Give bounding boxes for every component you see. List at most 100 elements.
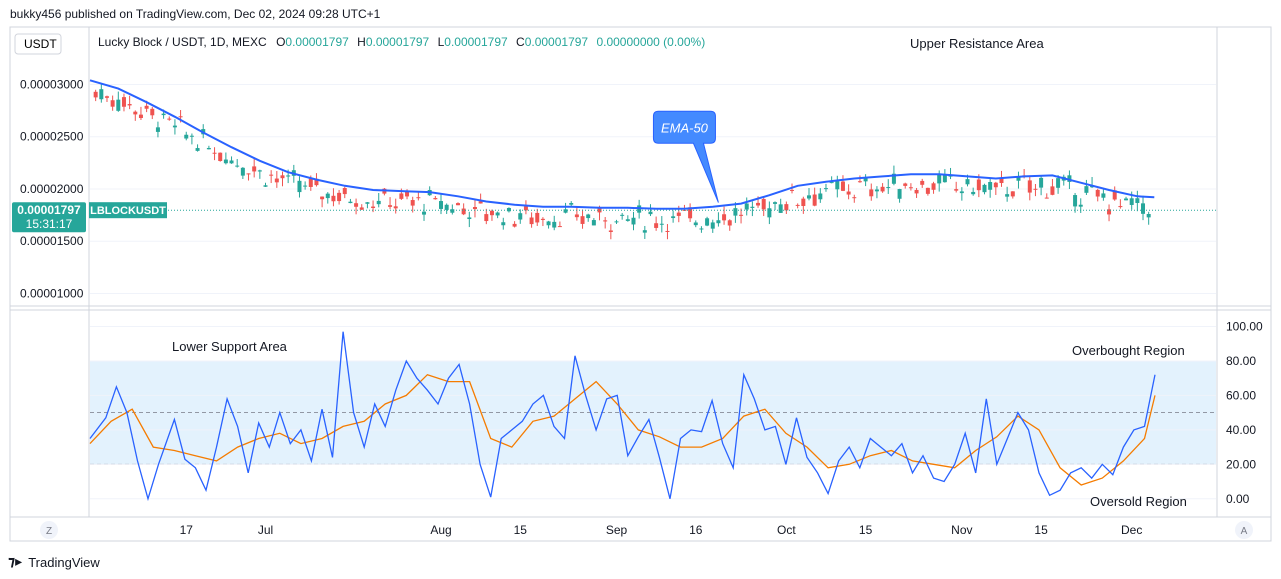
time-axis-label: Sep xyxy=(606,523,628,537)
candle-body xyxy=(189,135,194,137)
timezone-button[interactable] xyxy=(40,521,58,539)
high-label: H xyxy=(357,35,366,49)
candle-body xyxy=(897,189,902,199)
candle-body xyxy=(354,203,359,207)
candle-body xyxy=(631,217,636,225)
candle-body xyxy=(608,230,613,232)
symbol-title: Lucky Block / USDT, 1D, MEXC xyxy=(98,35,267,49)
candle-body xyxy=(829,182,834,184)
candle-body xyxy=(1141,203,1146,214)
candle-body xyxy=(229,160,234,164)
candle-body xyxy=(840,181,845,191)
candle-body xyxy=(416,197,421,199)
candle-body xyxy=(1095,189,1100,197)
time-axis xyxy=(9,516,1272,542)
candle-body xyxy=(518,213,523,220)
candle-body xyxy=(99,89,104,100)
candle-body xyxy=(433,198,438,200)
ema-50-line xyxy=(89,79,1155,210)
auto-scale-button[interactable] xyxy=(1235,521,1253,539)
candle-body xyxy=(869,189,874,197)
candle-body xyxy=(1146,213,1151,218)
candle-body xyxy=(942,174,947,183)
candle-body xyxy=(806,195,811,199)
close-label: C xyxy=(516,35,525,49)
time-axis-label: 17 xyxy=(180,523,194,537)
candle-body xyxy=(988,182,993,190)
candle-body xyxy=(710,222,715,229)
rsi-line xyxy=(89,331,1156,502)
candle-body xyxy=(1107,209,1112,215)
candle-body xyxy=(891,173,896,184)
candle-body xyxy=(591,220,596,226)
candle-body xyxy=(218,152,223,162)
candle-body xyxy=(1033,188,1038,190)
candle-body xyxy=(699,228,704,230)
candle-body xyxy=(104,96,109,98)
chart-legend: Lucky Block / USDT, 1D, MEXC O0.00001797… xyxy=(98,35,705,49)
candle-body xyxy=(308,178,313,187)
candle-body xyxy=(178,116,183,118)
candle-body xyxy=(1135,198,1140,203)
candle-body xyxy=(410,200,415,206)
candle-body xyxy=(586,214,591,219)
candle-body xyxy=(574,214,579,218)
candle-body xyxy=(325,193,330,199)
candle-body xyxy=(795,204,800,206)
candle-body xyxy=(580,216,585,224)
candle-body xyxy=(320,196,325,200)
candle-body xyxy=(489,210,494,216)
rsi-axis-label: 60.00 xyxy=(1226,388,1256,402)
candle-body xyxy=(557,226,562,228)
candle-body xyxy=(184,134,189,139)
open-value: 0.00001797 xyxy=(285,35,349,49)
candle-body xyxy=(852,197,857,199)
bar-countdown: 15:31:17 xyxy=(26,217,73,231)
candle-body xyxy=(512,223,517,227)
candles-group xyxy=(93,84,1151,240)
candle-body xyxy=(761,199,766,210)
footer: ⁊▸ TradingView xyxy=(8,552,100,572)
candle-body xyxy=(1044,197,1049,199)
ema-callout-label: EMA-50 xyxy=(661,120,709,135)
candle-body xyxy=(144,105,149,109)
candle-body xyxy=(654,223,659,228)
publisher-bar: bukky456 published on TradingView.com, D… xyxy=(0,0,1281,26)
close-value: 0.00001797 xyxy=(525,35,589,49)
candle-body xyxy=(478,201,483,204)
rsi-axis-label: 0.00 xyxy=(1226,492,1250,506)
candle-body xyxy=(908,187,913,189)
currency-button[interactable] xyxy=(14,33,62,55)
candle-body xyxy=(886,187,891,189)
candle-body xyxy=(965,179,970,185)
time-axis-label: 15 xyxy=(1034,523,1048,537)
candle-body xyxy=(376,200,381,205)
candle-body xyxy=(552,221,557,228)
candle-body xyxy=(688,207,693,219)
last-price-value: 0.00001797 xyxy=(17,203,81,217)
rsi-axis-label: 80.00 xyxy=(1226,354,1256,368)
time-axis-labels: 17 Jul Aug 15 Sep 16 Oct 15 Nov 15 Dec xyxy=(180,523,1143,537)
oversold-label: Oversold Region xyxy=(1090,494,1187,509)
candle-body xyxy=(529,217,534,225)
candle-body xyxy=(121,97,126,107)
candle-body xyxy=(880,186,885,192)
rsi-axis-label: 40.00 xyxy=(1226,423,1256,437)
candle-body xyxy=(1112,190,1117,200)
price-axis-label: 0.00001000 xyxy=(20,287,84,301)
candle-body xyxy=(1084,186,1089,193)
candle-body xyxy=(835,181,840,190)
candle-body xyxy=(823,188,828,190)
candle-body xyxy=(676,212,681,216)
candle-body xyxy=(1129,198,1134,205)
candle-body xyxy=(206,147,211,150)
candle-body xyxy=(563,209,568,213)
open-label: O xyxy=(276,35,285,49)
time-axis-label: Nov xyxy=(951,523,972,537)
candle-body xyxy=(116,99,121,111)
candle-body xyxy=(705,218,710,226)
candle-body xyxy=(240,167,245,176)
upper-resistance-label: Upper Resistance Area xyxy=(910,36,1044,51)
candle-body xyxy=(903,183,908,186)
